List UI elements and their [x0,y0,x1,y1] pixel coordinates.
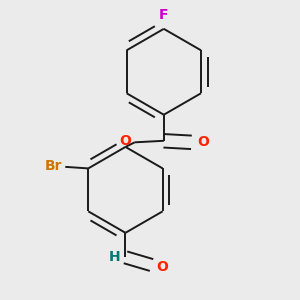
Text: O: O [119,134,131,148]
Text: Br: Br [45,159,62,173]
Text: O: O [197,135,209,149]
Text: H: H [109,250,121,264]
Text: O: O [156,260,168,274]
Text: F: F [159,8,169,22]
